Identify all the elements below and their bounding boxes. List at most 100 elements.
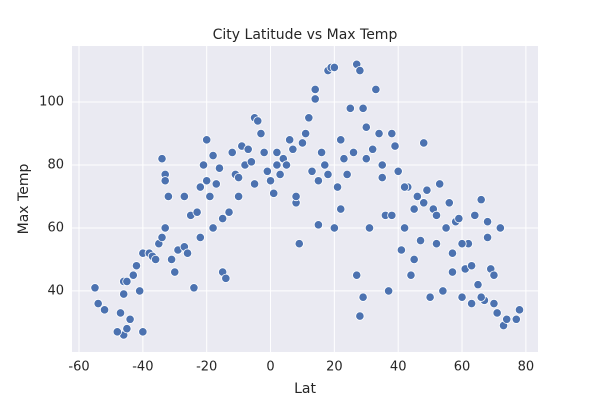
- point: [492, 308, 502, 318]
- point: [138, 327, 148, 337]
- x-tick-label: -60: [68, 360, 89, 375]
- point: [467, 261, 477, 271]
- point: [202, 176, 212, 186]
- point: [265, 176, 276, 186]
- point: [444, 198, 454, 208]
- point: [301, 128, 311, 139]
- point: [447, 267, 458, 277]
- point: [438, 286, 448, 296]
- point: [431, 210, 442, 220]
- point: [441, 223, 451, 233]
- point: [323, 169, 333, 180]
- point: [473, 280, 483, 290]
- point: [195, 182, 205, 192]
- point: [275, 169, 285, 180]
- point: [163, 191, 173, 202]
- point: [208, 150, 218, 161]
- point: [246, 157, 256, 167]
- x-tick-label: -40: [132, 360, 153, 375]
- point: [281, 160, 292, 170]
- point: [489, 270, 499, 280]
- point: [361, 154, 371, 164]
- point: [368, 144, 378, 154]
- y-tick-label: 60: [47, 220, 64, 235]
- point: [470, 210, 480, 220]
- point: [160, 176, 170, 186]
- point: [377, 172, 387, 183]
- point: [320, 160, 330, 170]
- point: [304, 113, 314, 123]
- point: [476, 195, 486, 205]
- point: [112, 327, 122, 337]
- point: [99, 305, 110, 315]
- point: [227, 147, 237, 158]
- y-tick-label: 80: [47, 158, 64, 173]
- point: [221, 273, 231, 283]
- point: [253, 116, 263, 126]
- point: [393, 166, 403, 176]
- point: [409, 254, 419, 265]
- point: [224, 207, 234, 217]
- point: [342, 169, 352, 180]
- point: [454, 213, 464, 224]
- x-axis-label: Lat: [294, 381, 316, 397]
- point: [345, 103, 355, 113]
- x-tick-label: 20: [326, 360, 343, 375]
- point: [457, 239, 467, 249]
- point: [122, 324, 132, 334]
- point: [384, 286, 394, 296]
- point: [419, 138, 429, 148]
- point: [131, 261, 142, 271]
- point: [431, 239, 442, 249]
- point: [329, 223, 339, 233]
- point: [339, 154, 349, 164]
- point: [489, 298, 499, 309]
- point: [355, 65, 365, 76]
- point: [202, 135, 212, 145]
- point: [93, 298, 103, 309]
- point: [135, 286, 145, 296]
- x-tick-label: 0: [266, 360, 274, 375]
- point: [377, 160, 387, 170]
- point: [205, 191, 215, 202]
- point: [374, 128, 384, 139]
- point: [355, 311, 365, 321]
- point: [332, 182, 343, 192]
- point: [476, 292, 486, 302]
- y-axis-label: Max Temp: [16, 164, 32, 235]
- point: [435, 179, 445, 189]
- point: [467, 298, 477, 309]
- point: [313, 176, 324, 186]
- point: [310, 84, 320, 95]
- point: [387, 128, 397, 139]
- point: [291, 191, 301, 202]
- point: [170, 267, 180, 277]
- point: [457, 292, 467, 302]
- point: [336, 204, 346, 214]
- point: [495, 223, 505, 233]
- point: [358, 103, 368, 113]
- point: [125, 314, 135, 324]
- point: [192, 207, 202, 217]
- point: [122, 276, 132, 287]
- point: [307, 166, 317, 176]
- x-tick-label: 40: [390, 360, 407, 375]
- y-tick-label: 100: [39, 95, 64, 110]
- y-tick-label: 40: [47, 283, 64, 298]
- point: [208, 223, 218, 233]
- point: [115, 308, 126, 318]
- point: [371, 84, 381, 95]
- point: [119, 289, 129, 299]
- point: [336, 135, 346, 145]
- point: [157, 232, 167, 243]
- point: [166, 254, 177, 265]
- point: [234, 191, 244, 202]
- point: [198, 160, 209, 170]
- point: [406, 270, 416, 280]
- x-tick-label: 60: [454, 360, 471, 375]
- point: [157, 154, 167, 164]
- point: [502, 314, 512, 324]
- point: [90, 283, 100, 293]
- point: [399, 223, 410, 233]
